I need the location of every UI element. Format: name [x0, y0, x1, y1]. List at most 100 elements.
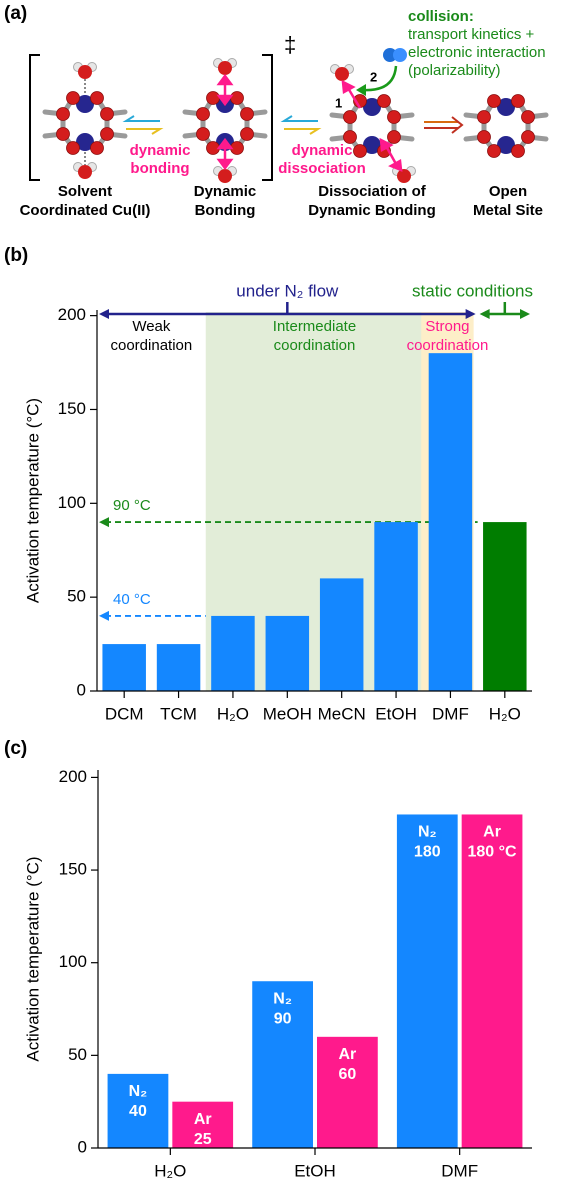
condition-label: under N₂ flow	[236, 281, 339, 300]
step-label: 1	[335, 95, 342, 110]
step-label: 2	[370, 69, 377, 84]
caption: Solvent	[58, 183, 112, 200]
y-tick-label: 50	[68, 1045, 87, 1064]
condition-arrow-head	[465, 309, 476, 319]
annotation: dynamic	[292, 142, 353, 159]
region-label: coordination	[111, 337, 193, 354]
caption: Dissociation of	[318, 183, 427, 200]
bar-series-label: N₂	[273, 990, 292, 1007]
collision-arrow	[361, 65, 398, 92]
bar-series-label: N₂	[129, 1083, 148, 1100]
caption: Bonding	[195, 202, 256, 219]
condition-label: static conditions	[412, 281, 533, 300]
dynamic-arrow	[216, 73, 234, 171]
bar-value-label: 180 °C	[467, 844, 517, 861]
bar-series-label: Ar	[338, 1046, 356, 1063]
panel-label: (c)	[4, 738, 27, 759]
panel-label: (b)	[4, 245, 28, 266]
x-tick-label: TCM	[160, 704, 197, 723]
bar-value-label: 180	[414, 844, 441, 861]
condition-arrow-head	[520, 309, 530, 319]
collision-arrow-head	[356, 84, 366, 96]
bar-series-label: N₂	[418, 824, 437, 841]
condition-arrow-head	[99, 309, 109, 319]
reaction-arrow	[424, 116, 464, 134]
double-dagger: ‡	[284, 32, 296, 57]
y-tick-label: 150	[58, 399, 86, 418]
annotation: dissociation	[278, 160, 366, 177]
bar-value-label: 90	[274, 1010, 292, 1027]
bar	[428, 353, 473, 691]
reference-label: 90 °C	[113, 497, 151, 514]
annotation: dynamic	[130, 142, 191, 159]
x-tick-label: MeOH	[263, 704, 312, 723]
caption: Open	[489, 183, 527, 200]
bar	[107, 1073, 169, 1148]
caption: Metal Site	[473, 202, 543, 219]
x-tick-label: H₂O	[154, 1161, 186, 1180]
bar	[252, 981, 313, 1148]
y-tick-label: 150	[59, 860, 87, 879]
region-label: coordination	[407, 337, 489, 354]
collision-text: transport kinetics +	[408, 26, 535, 43]
bar	[396, 814, 458, 1148]
reference-arrow-head	[99, 610, 109, 621]
bar-value-label: 60	[338, 1066, 356, 1083]
caption: Dynamic Bonding	[308, 202, 436, 219]
bar	[483, 522, 527, 691]
y-tick-label: 50	[67, 587, 86, 606]
x-tick-label: MeCN	[318, 704, 366, 723]
bar	[317, 1036, 378, 1148]
bar-series-label: Ar	[483, 824, 501, 841]
x-tick-label: DCM	[105, 704, 144, 723]
y-tick-label: 0	[78, 1137, 87, 1156]
region-label: Strong	[425, 318, 469, 335]
annotation: bonding	[130, 160, 189, 177]
bar	[102, 644, 146, 691]
x-tick-label: EtOH	[375, 704, 417, 723]
bar	[156, 644, 201, 691]
bracket	[29, 54, 273, 181]
cu-paddlewheel	[45, 92, 125, 155]
bar-series-label: Ar	[194, 1111, 212, 1128]
x-tick-label: H₂O	[217, 704, 249, 723]
reference-label: 40 °C	[113, 591, 151, 608]
bar	[374, 522, 418, 691]
x-tick-label: DMF	[441, 1161, 478, 1180]
bar-value-label: 40	[129, 1103, 147, 1120]
collision-text: electronic interaction	[408, 44, 546, 61]
water-molecule	[213, 58, 237, 76]
bar	[461, 814, 523, 1148]
bar-value-label: 25	[194, 1131, 212, 1148]
region-label: Intermediate	[273, 318, 356, 335]
equilibrium-arrow	[122, 115, 164, 135]
bar	[319, 578, 364, 691]
region-label: Weak	[132, 318, 171, 335]
panel-label: (a)	[4, 3, 27, 24]
collision-title: collision:	[408, 8, 474, 25]
y-tick-label: 100	[58, 493, 86, 512]
y-axis-label: Activation temperature (°C)	[23, 398, 42, 603]
y-tick-label: 0	[77, 680, 86, 699]
water-molecule	[73, 62, 97, 80]
equilibrium-arrow	[280, 115, 322, 135]
bar	[172, 1101, 234, 1148]
y-axis-label: Activation temperature (°C)	[23, 856, 42, 1061]
caption: Dynamic	[194, 183, 257, 200]
condition-arrow-head	[479, 309, 490, 319]
bar	[265, 615, 310, 691]
collision-text: (polarizability)	[408, 62, 501, 79]
cu-paddlewheel	[466, 95, 546, 158]
y-tick-label: 100	[59, 952, 87, 971]
region-label: coordination	[274, 337, 356, 354]
gas-molecule	[383, 48, 407, 62]
x-tick-label: EtOH	[294, 1161, 336, 1180]
caption: Coordinated Cu(II)	[20, 202, 151, 219]
water-molecule	[330, 64, 354, 82]
x-tick-label: DMF	[432, 704, 469, 723]
reference-arrow-head	[99, 517, 109, 528]
dissociation-arrow	[341, 79, 403, 172]
y-tick-label: 200	[58, 305, 86, 324]
y-tick-label: 200	[59, 767, 87, 786]
